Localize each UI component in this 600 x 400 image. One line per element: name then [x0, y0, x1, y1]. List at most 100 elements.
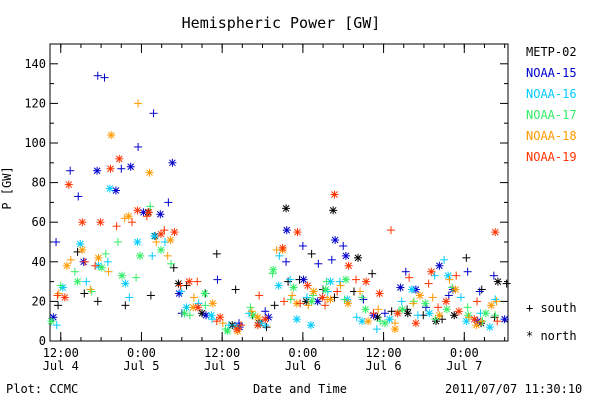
x-tick-time: 0:00: [127, 346, 156, 360]
south-point: [409, 299, 418, 308]
south-point: [282, 257, 291, 266]
south-point: [352, 313, 361, 322]
south-point: [296, 299, 305, 308]
north-point: [331, 236, 340, 245]
north-point: [364, 317, 373, 326]
north-point: [344, 261, 353, 270]
y-tick-label: 20: [32, 294, 46, 308]
south-point: [322, 277, 331, 286]
north-point: [341, 251, 350, 260]
footer-plot-credit: Plot: CCMC: [6, 382, 79, 396]
south-point: [80, 257, 89, 266]
north-point: [150, 232, 159, 241]
north-point: [126, 162, 135, 171]
north-point: [391, 325, 400, 334]
south-point: [261, 307, 270, 316]
south-point: [103, 257, 112, 266]
south-point: [54, 301, 63, 310]
north-point: [293, 228, 302, 237]
north-point: [232, 325, 241, 334]
legend-entry: NOAA-18: [526, 129, 577, 143]
south-point: [142, 212, 151, 221]
chart-title: Hemispheric Power [GW]: [182, 14, 381, 32]
north-point: [197, 309, 206, 318]
north-point: [136, 251, 145, 260]
south-point: [149, 109, 158, 118]
north-point: [451, 285, 460, 294]
north-point: [375, 289, 384, 298]
south-point: [491, 295, 500, 304]
south-point: [146, 291, 155, 300]
south-point: [358, 293, 367, 302]
north-point: [156, 245, 165, 254]
south-point: [132, 273, 141, 282]
north-point: [180, 309, 189, 318]
north-point: [307, 297, 316, 306]
north-point: [435, 311, 444, 320]
north-point: [407, 285, 416, 294]
south-point: [74, 192, 83, 201]
south-point: [372, 325, 381, 334]
legend-entry: NOAA-16: [526, 87, 577, 101]
south-point: [298, 241, 307, 250]
north-point: [450, 311, 459, 320]
north-point: [78, 245, 87, 254]
south-point: [270, 301, 279, 310]
north-point: [170, 228, 179, 237]
plot-points: [47, 71, 511, 336]
south-point: [82, 277, 91, 286]
north-point: [343, 299, 352, 308]
south-point: [189, 293, 198, 302]
y-tick-label: 0: [39, 334, 46, 348]
x-tick-time: 12:00: [204, 346, 240, 360]
south-point: [424, 279, 433, 288]
north-point: [107, 131, 116, 140]
north-point: [282, 226, 291, 235]
south-point: [160, 226, 169, 235]
south-point: [224, 321, 233, 330]
south-point: [401, 267, 410, 276]
north-point: [321, 285, 330, 294]
south-point: [489, 271, 498, 280]
north-point: [485, 323, 494, 332]
north-point: [223, 327, 232, 336]
north-point: [207, 311, 216, 320]
north-point: [253, 321, 262, 330]
south-point: [493, 317, 502, 326]
south-point: [100, 73, 109, 82]
north-point: [106, 164, 115, 173]
south-point: [397, 297, 406, 306]
south-point: [134, 142, 143, 151]
south-point: [386, 226, 395, 235]
north-point: [415, 291, 424, 300]
south-point: [91, 261, 100, 270]
north-point: [442, 297, 451, 306]
south-point: [477, 317, 486, 326]
north-point: [208, 299, 217, 308]
x-tick-date: Jul 5: [123, 359, 159, 373]
south-point: [463, 267, 472, 276]
y-tick-label: 120: [24, 96, 46, 110]
north-point: [185, 277, 194, 286]
south-point: [284, 277, 293, 286]
south-point: [477, 285, 486, 294]
north-point: [156, 230, 165, 239]
south-point: [54, 289, 63, 298]
south-point: [86, 285, 95, 294]
north-point: [200, 289, 209, 298]
south-point: [387, 307, 396, 316]
south-point: [70, 267, 79, 276]
north-point: [464, 311, 473, 320]
south-point: [368, 269, 377, 278]
north-point: [481, 309, 490, 318]
x-tick-time: 12:00: [366, 346, 402, 360]
north-point: [380, 319, 389, 328]
north-point: [306, 321, 315, 330]
north-point: [73, 277, 82, 286]
south-point: [336, 281, 345, 290]
north-point: [396, 283, 405, 292]
south-point: [473, 297, 482, 306]
south-point: [286, 295, 295, 304]
south-point: [321, 301, 330, 310]
